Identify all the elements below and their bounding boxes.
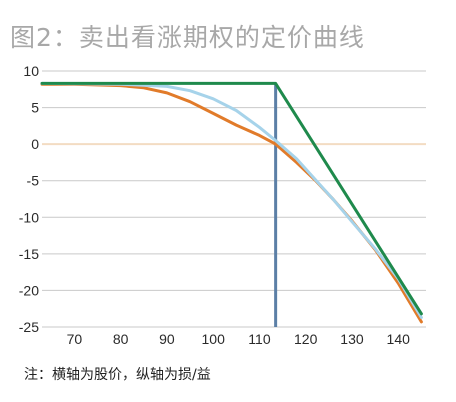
x-tick-label: 80 bbox=[113, 331, 129, 347]
y-tick-label: -20 bbox=[19, 282, 39, 298]
y-tick-label: -15 bbox=[19, 246, 39, 262]
y-tick-label: 5 bbox=[31, 100, 39, 116]
y-tick-label: 10 bbox=[23, 63, 39, 79]
y-tick-label: -5 bbox=[27, 173, 40, 189]
y-tick-labels: 10 5 0 -5 -10 -15 -20 -25 bbox=[19, 63, 39, 335]
x-tick-label: 110 bbox=[248, 331, 271, 347]
x-tick-label: 140 bbox=[387, 331, 411, 347]
chart-title: 图2：卖出看涨期权的定价曲线 bbox=[10, 23, 365, 52]
series-line-near bbox=[40, 81, 423, 319]
y-tick-label: -10 bbox=[19, 209, 39, 225]
series-group bbox=[40, 81, 423, 324]
reference-lines bbox=[42, 83, 426, 327]
x-tick-label: 100 bbox=[202, 331, 226, 347]
x-tick-label: 120 bbox=[294, 331, 318, 347]
series-line-expiry bbox=[40, 81, 423, 316]
series-line-far bbox=[40, 82, 423, 324]
x-tick-label: 70 bbox=[67, 331, 83, 347]
chart-note: 注：横轴为股价，纵轴为损/益 bbox=[24, 367, 211, 383]
grid-lines bbox=[42, 70, 426, 328]
x-tick-labels: 70 80 90 100 110 120 130 140 bbox=[67, 331, 411, 347]
x-tick-label: 90 bbox=[159, 331, 175, 347]
y-tick-label: 0 bbox=[31, 136, 39, 152]
y-tick-label: -25 bbox=[19, 319, 39, 335]
x-tick-label: 130 bbox=[340, 331, 364, 347]
